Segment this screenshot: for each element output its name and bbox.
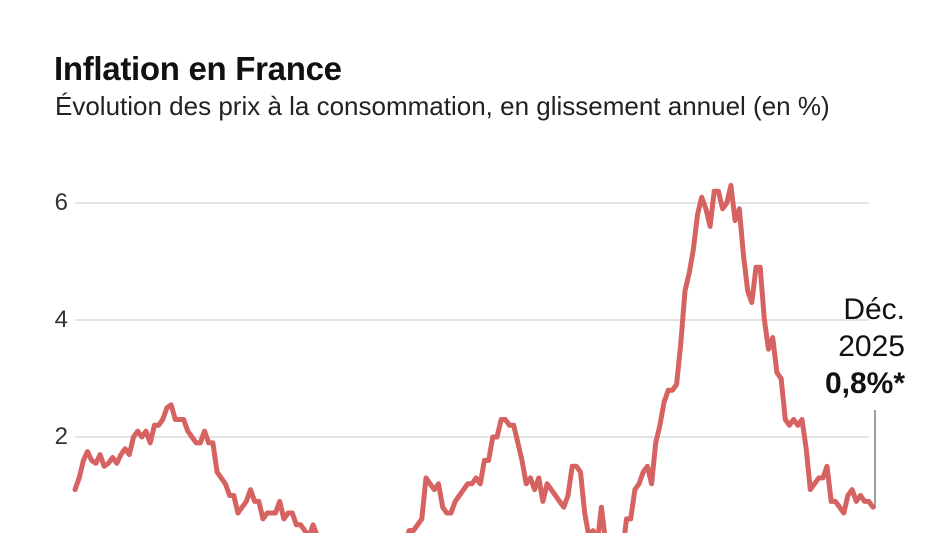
annotation-year-label: 2025	[838, 330, 905, 363]
endpoint-annotation: Déc. 2025 0,8%*	[825, 291, 905, 402]
inflation-line-series	[72, 182, 876, 533]
annotation-value-label: 0,8%*	[824, 367, 905, 400]
chart-subtitle: Évolution des prix à la consommation, en…	[55, 91, 830, 121]
chart-title: Inflation en France	[54, 50, 342, 87]
annotation-month-label: Déc.	[843, 293, 905, 326]
y-tick-label-6: 6	[54, 189, 68, 216]
y-tick-label-4: 4	[54, 306, 68, 333]
y-tick-label-2: 2	[54, 423, 68, 450]
